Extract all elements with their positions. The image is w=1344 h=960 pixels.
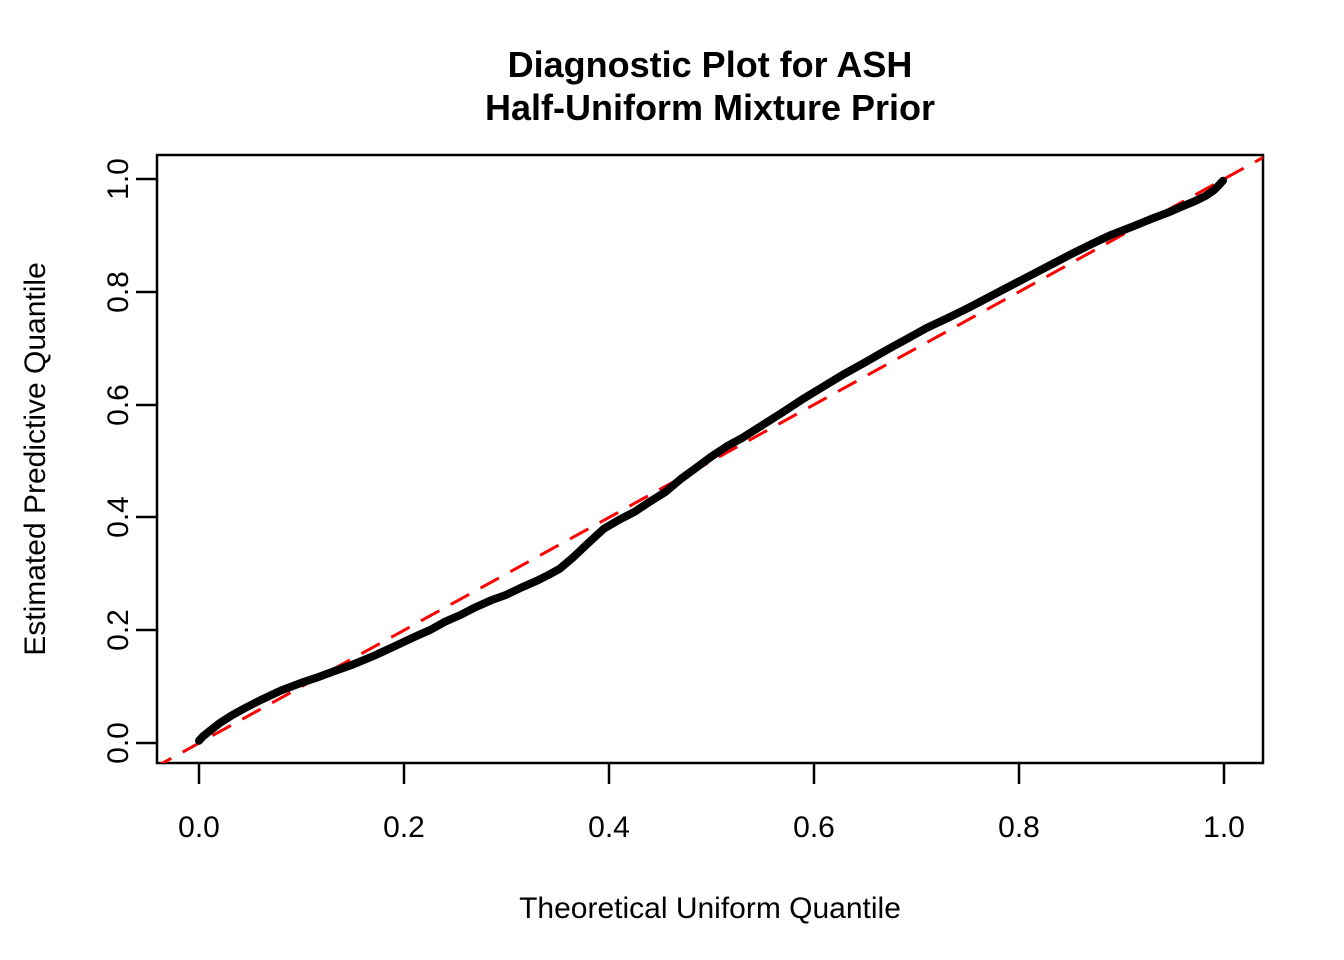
y-tick-label-3: 0.6	[102, 384, 135, 426]
qq-curve	[195, 176, 1227, 745]
plot-box	[155, 153, 1265, 765]
x-tick-label-1: 0.2	[383, 811, 425, 844]
x-tick-label-4: 0.8	[998, 811, 1040, 844]
x-tick-label-3: 0.6	[793, 811, 835, 844]
x-axis-title: Theoretical Uniform Quantile	[519, 892, 901, 925]
y-axis-title: Estimated Predictive Quantile	[19, 262, 52, 656]
chart-title-line-1: Diagnostic Plot for ASH	[508, 44, 913, 85]
y-tick-label-2: 0.4	[102, 496, 135, 538]
y-tick-label-5: 1.0	[102, 158, 135, 200]
y-tick-labels: 0.0 0.2 0.4 0.6 0.8 1.0	[102, 158, 135, 764]
y-tick-label-4: 0.8	[102, 271, 135, 313]
x-tick-labels: 0.0 0.2 0.4 0.6 0.8 1.0	[178, 811, 1245, 844]
x-tick-label-5: 1.0	[1203, 811, 1245, 844]
x-tick-label-2: 0.4	[588, 811, 630, 844]
x-axis-ticks	[197, 763, 1226, 784]
y-tick-label-1: 0.2	[102, 609, 135, 651]
chart-title-line-2: Half-Uniform Mixture Prior	[485, 87, 935, 128]
y-tick-label-0: 0.0	[102, 722, 135, 764]
x-tick-label-0: 0.0	[178, 811, 220, 844]
y-axis-ticks	[136, 177, 157, 745]
